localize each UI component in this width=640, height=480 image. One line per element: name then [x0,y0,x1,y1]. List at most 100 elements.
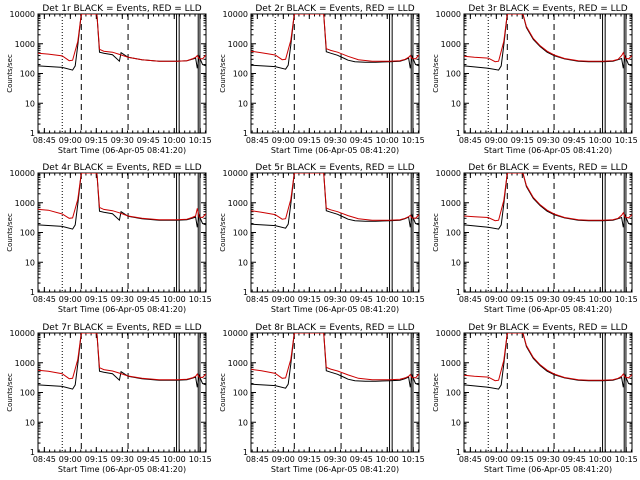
y-axis-label: Counts/sec [219,213,227,252]
events-series-line [251,173,419,229]
plot-frame [250,13,420,134]
y-tick-label: 10 [238,258,248,267]
x-tick-label: 09:15 [85,295,108,304]
lld-series-line [464,14,632,63]
plot-frame [37,13,207,134]
y-tick-label: 1000 [15,359,35,368]
panel-title: Det 1r BLACK = Events, RED = LLD [42,4,201,14]
y-tick-label: 1 [243,288,248,297]
x-tick-label: 09:00 [485,136,508,145]
y-tick-label: 1 [243,129,248,138]
lld-series-line [38,333,206,381]
y-tick-label: 10 [238,418,248,427]
detector-panel: Det 7r BLACK = Events, RED = LLD 1 10 100 10… [6,323,212,474]
panel-title: Det 2r BLACK = Events, RED = LLD [255,4,414,14]
y-tick-label: 10000 [436,10,461,19]
x-tick-label: 09:30 [324,455,347,464]
x-tick-label: 09:30 [111,455,134,464]
y-tick-label: 1 [456,288,461,297]
x-tick-label: 10:15 [615,136,638,145]
x-axis-label: Start Time (06-Apr-05 08:41:20) [271,305,399,314]
y-tick-label: 1000 [441,199,461,208]
x-tick-label: 09:00 [59,136,82,145]
x-tick-label: 09:00 [272,455,295,464]
events-series-line [251,333,419,389]
x-tick-label: 09:15 [298,136,321,145]
plot-frame [463,13,633,134]
y-tick-label: 100 [20,389,35,398]
panel-title: Det 3r BLACK = Events, RED = LLD [468,4,627,14]
lld-series-line [251,173,419,221]
x-tick-label: 09:45 [350,455,373,464]
y-axis-label: Counts/sec [6,213,14,252]
y-axis-label: Counts/sec [219,54,227,93]
y-axis-label: Counts/sec [432,54,440,93]
detector-panel: Det 4r BLACK = Events, RED = LLD 1 10 100 10… [6,163,212,314]
x-tick-label: 09:45 [137,455,160,464]
lld-series-line [251,14,419,62]
detector-panel: Det 6r BLACK = Events, RED = LLD 1 10 100 10… [432,163,638,314]
x-tick-label: 08:45 [33,455,56,464]
y-tick-label: 1 [30,448,35,457]
x-tick-label: 09:15 [298,295,321,304]
y-tick-label: 1 [30,288,35,297]
y-tick-label: 1 [456,448,461,457]
y-tick-label: 100 [20,229,35,238]
lld-series-line [464,173,632,222]
detector-panel: Det 5r BLACK = Events, RED = LLD 1 10 100 10… [219,163,425,314]
x-axis-label: Start Time (06-Apr-05 08:41:20) [58,465,186,474]
y-tick-label: 100 [20,70,35,79]
x-tick-label: 09:30 [111,295,134,304]
x-tick-label: 10:15 [189,295,212,304]
x-axis-label: Start Time (06-Apr-05 08:41:20) [484,305,612,314]
y-tick-label: 10000 [223,329,248,338]
x-tick-label: 10:00 [163,455,186,464]
detector-panel: Det 8r BLACK = Events, RED = LLD 1 10 100 10… [219,323,425,474]
x-tick-label: 09:45 [563,295,586,304]
x-axis-label: Start Time (06-Apr-05 08:41:20) [271,146,399,155]
x-axis-label: Start Time (06-Apr-05 08:41:20) [484,146,612,155]
x-tick-label: 09:00 [59,295,82,304]
detector-panel: Det 2r BLACK = Events, RED = LLD 1 10 100 10… [219,4,425,155]
panel-title: Det 9r BLACK = Events, RED = LLD [468,323,627,333]
x-tick-label: 09:00 [272,136,295,145]
x-tick-label: 09:00 [272,295,295,304]
y-axis-label: Counts/sec [6,373,14,412]
panel-title: Det 8r BLACK = Events, RED = LLD [255,323,414,333]
x-tick-label: 09:30 [537,455,560,464]
y-tick-label: 100 [233,229,248,238]
plot-frame [250,332,420,453]
x-tick-label: 09:45 [350,136,373,145]
events-series-line [464,333,632,390]
x-tick-label: 08:45 [246,455,269,464]
y-axis-label: Counts/sec [6,54,14,93]
panel-title: Det 7r BLACK = Events, RED = LLD [42,323,201,333]
y-tick-label: 10000 [10,329,35,338]
y-tick-label: 10 [451,99,461,108]
lld-series-line [38,14,206,62]
y-tick-label: 10 [451,418,461,427]
x-tick-label: 09:30 [324,295,347,304]
y-tick-label: 1000 [441,359,461,368]
x-tick-label: 10:15 [615,295,638,304]
x-tick-label: 09:30 [537,136,560,145]
x-tick-label: 08:45 [33,295,56,304]
x-tick-label: 10:15 [189,136,212,145]
x-tick-label: 10:15 [402,295,425,304]
y-tick-label: 100 [233,70,248,79]
x-axis-label: Start Time (06-Apr-05 08:41:20) [58,146,186,155]
y-tick-label: 1000 [441,40,461,49]
y-tick-label: 10000 [436,329,461,338]
y-tick-label: 1000 [228,40,248,49]
events-series-line [464,14,632,71]
x-tick-label: 10:00 [163,136,186,145]
plot-frame [250,172,420,293]
y-tick-label: 1 [243,448,248,457]
y-tick-label: 1000 [228,359,248,368]
plot-frame [37,172,207,293]
x-tick-label: 09:15 [511,295,534,304]
y-tick-label: 10000 [10,169,35,178]
y-tick-label: 100 [233,389,248,398]
x-axis-label: Start Time (06-Apr-05 08:41:20) [271,465,399,474]
y-tick-label: 10 [451,258,461,267]
